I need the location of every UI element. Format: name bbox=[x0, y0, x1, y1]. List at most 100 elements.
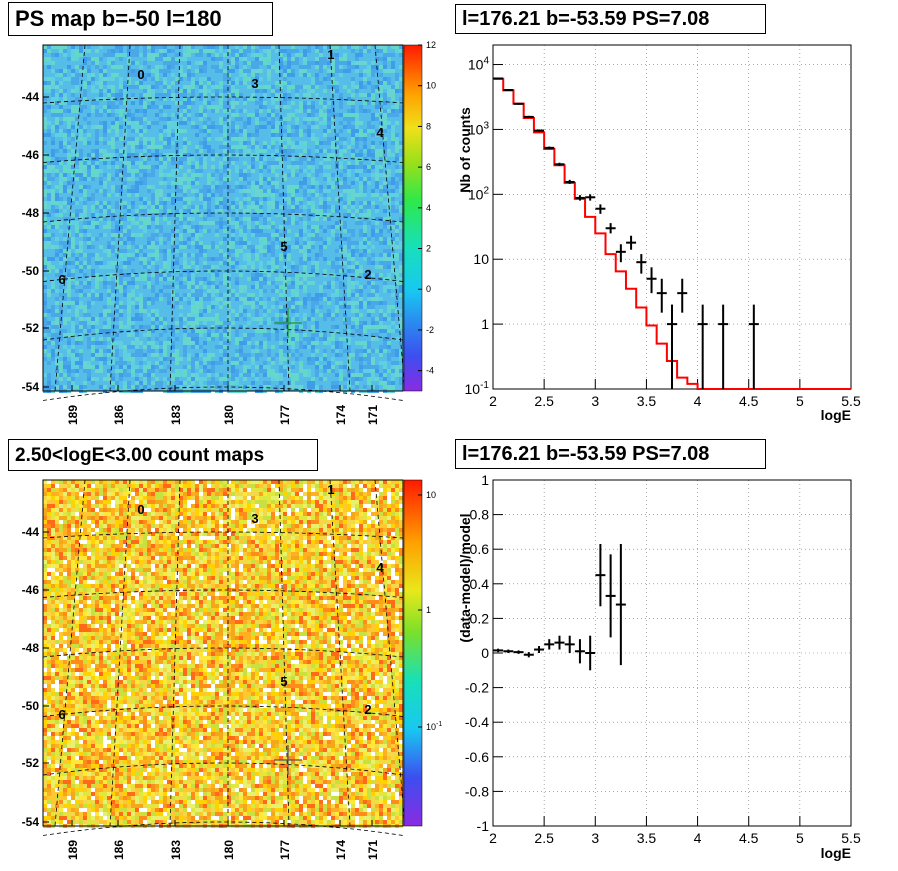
colorbar-tick-label: 10 bbox=[426, 81, 436, 91]
x-tick-label: 189 bbox=[66, 840, 80, 860]
x-tick-label: 2 bbox=[489, 393, 497, 409]
x-tick-label: 4.5 bbox=[739, 393, 759, 409]
source-label: 5 bbox=[280, 674, 287, 689]
x-tick-label: 4 bbox=[694, 393, 702, 409]
y-tick-label: -44 bbox=[22, 525, 40, 539]
x-tick-label: 3 bbox=[591, 830, 599, 846]
count-map-y-ticks: -44 -46 -48 -50 -52 -54 bbox=[22, 525, 49, 829]
spectrum-ylabel: Nb of counts bbox=[457, 107, 473, 193]
spectrum-title: l=176.21 b=-53.59 PS=7.08 bbox=[455, 4, 766, 34]
ps-map-source-labels: 0 1 2 3 4 5 6 bbox=[58, 47, 384, 287]
x-tick-label: 183 bbox=[169, 405, 183, 425]
longitude-line bbox=[54, 479, 86, 827]
source-label: 2 bbox=[364, 267, 371, 282]
ps-map-x-ticks: 189 186 183 180 177 174 171 bbox=[66, 385, 380, 425]
y-tick-label: 102 bbox=[468, 185, 490, 202]
source-label: 4 bbox=[376, 560, 384, 575]
y-tick-label: -0.4 bbox=[465, 714, 489, 730]
ps-map-colorbar-ticks: 12 10 8 6 4 2 0 -2 -4 bbox=[418, 40, 436, 376]
y-tick-label: 1 bbox=[481, 316, 489, 332]
colorbar-tick-label: 0 bbox=[426, 284, 431, 294]
spectrum-data-series bbox=[493, 77, 759, 389]
x-tick-label: 171 bbox=[366, 840, 380, 860]
y-tick-label: -1 bbox=[477, 818, 490, 834]
count-map-title: 2.50<logE<3.00 count maps bbox=[8, 439, 318, 471]
y-tick-label: 0.2 bbox=[470, 610, 490, 626]
source-label: 2 bbox=[364, 702, 371, 717]
longitude-line bbox=[169, 44, 181, 392]
y-tick-label: -50 bbox=[22, 699, 40, 713]
longitude-line bbox=[109, 479, 131, 827]
y-tick-label: -48 bbox=[22, 641, 40, 655]
colorbar-tick-label: 12 bbox=[426, 40, 436, 50]
y-tick-label: 10-1 bbox=[465, 380, 490, 397]
x-tick-label: 4.5 bbox=[739, 830, 759, 846]
ps-map-marker-cross bbox=[274, 308, 302, 338]
x-tick-label: 186 bbox=[112, 405, 126, 425]
x-tick-label: 5.5 bbox=[841, 393, 861, 409]
counts-spectrum-panel: 2 2.5 3 3.5 4 4.5 5 5.5 10-1 1 10 102 103 104 logE Nb… bbox=[457, 44, 861, 423]
x-tick-label: 3.5 bbox=[637, 830, 657, 846]
y-tick-label: 10 bbox=[473, 251, 489, 267]
source-label: 1 bbox=[327, 47, 334, 62]
x-tick-label: 5 bbox=[796, 830, 804, 846]
ps-map-coordinate-grid bbox=[42, 44, 406, 401]
count-map-marker-cross bbox=[274, 745, 302, 775]
longitude-line bbox=[374, 479, 406, 827]
count-map-coordinate-grid bbox=[42, 479, 406, 836]
residual-title: l=176.21 b=-53.59 PS=7.08 bbox=[455, 439, 766, 469]
x-tick-label: 171 bbox=[366, 405, 380, 425]
y-tick-label: 1 bbox=[481, 472, 489, 488]
colorbar-tick-label: 4 bbox=[426, 203, 431, 213]
y-tick-label: -48 bbox=[22, 206, 40, 220]
source-label: 5 bbox=[280, 239, 287, 254]
colorbar-tick-label: 8 bbox=[426, 121, 431, 131]
count-map-texture bbox=[43, 480, 403, 828]
y-tick-label: -44 bbox=[22, 90, 40, 104]
residual-panel: 2 2.5 3 3.5 4 4.5 5 5.5 -1 -0.8 -0.6 -0.4 -0.2 0 0.2 0.… bbox=[457, 472, 861, 861]
model-step-line bbox=[493, 77, 851, 390]
longitude-line bbox=[169, 479, 181, 827]
x-tick-label: 5.5 bbox=[841, 830, 861, 846]
count-map-colorbar bbox=[403, 479, 423, 827]
y-tick-label: -52 bbox=[22, 321, 40, 335]
source-label: 1 bbox=[327, 482, 334, 497]
y-tick-label: -54 bbox=[22, 815, 40, 829]
x-tick-label: 183 bbox=[169, 840, 183, 860]
source-label: 0 bbox=[137, 67, 144, 82]
y-tick-label: -0.8 bbox=[465, 783, 489, 799]
colorbar-tick-label: 10 bbox=[426, 490, 436, 500]
y-tick-label: 0 bbox=[481, 645, 489, 661]
x-tick-label: 174 bbox=[334, 405, 348, 425]
longitude-line bbox=[329, 479, 351, 827]
x-tick-label: 3.5 bbox=[637, 393, 657, 409]
ps-map-y-ticks: -44 -46 -48 -50 -52 -54 bbox=[22, 90, 49, 394]
residual-axis-ticks: 2 2.5 3 3.5 4 4.5 5 5.5 -1 -0.8 -0.6 -0.4 -0.2 0 0.2 0.… bbox=[465, 472, 861, 846]
spectrum-model-series bbox=[493, 77, 851, 390]
x-tick-label: 3 bbox=[591, 393, 599, 409]
colorbar-tick-label: 2 bbox=[426, 244, 431, 254]
source-label: 3 bbox=[251, 76, 258, 91]
ps-map-texture bbox=[43, 45, 403, 393]
y-tick-label: -0.6 bbox=[465, 749, 489, 765]
spectrum-xlabel: logE bbox=[821, 407, 851, 423]
y-tick-label: 0.4 bbox=[470, 576, 490, 592]
x-tick-label: 180 bbox=[222, 405, 236, 425]
source-label: 3 bbox=[251, 511, 258, 526]
ps-map-colorbar bbox=[403, 44, 423, 392]
residual-grid bbox=[492, 479, 852, 827]
y-tick-label: -50 bbox=[22, 264, 40, 278]
source-label: 6 bbox=[58, 272, 65, 287]
longitude-line bbox=[278, 479, 290, 827]
count-map-colorbar-ticks: 10 1 10-1 bbox=[418, 490, 442, 732]
y-tick-label: -0.2 bbox=[465, 680, 489, 696]
y-tick-label: -46 bbox=[22, 148, 40, 162]
residual-ylabel: (data-model)/model bbox=[457, 513, 473, 642]
colorbar-tick-label: -4 bbox=[426, 366, 434, 376]
colorbar-tick-label: 6 bbox=[426, 162, 431, 172]
source-label: 0 bbox=[137, 502, 144, 517]
y-tick-label: -46 bbox=[22, 583, 40, 597]
